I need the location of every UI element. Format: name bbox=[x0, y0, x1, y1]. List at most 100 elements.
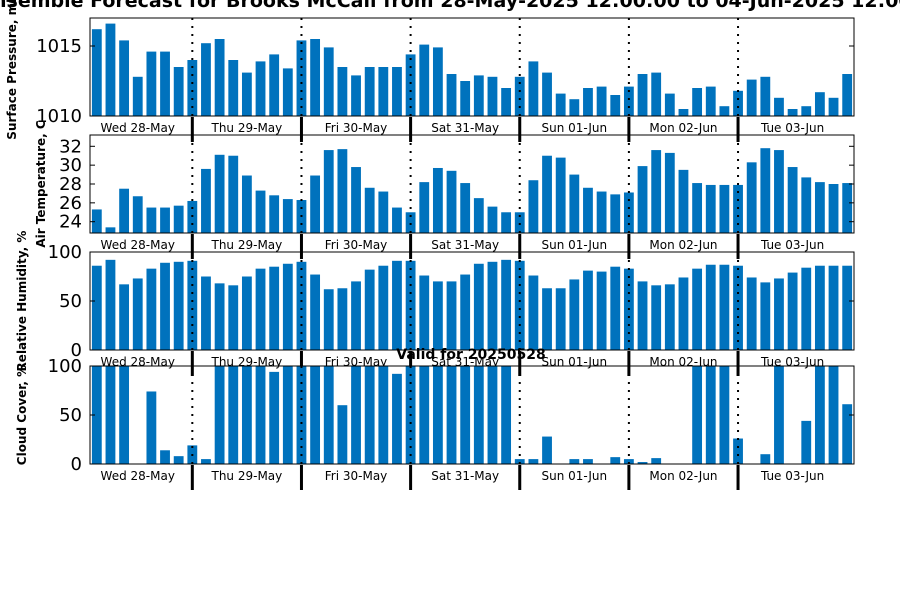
bar bbox=[119, 40, 130, 116]
bar bbox=[337, 405, 348, 464]
bar bbox=[228, 366, 239, 464]
bar bbox=[842, 74, 853, 116]
bar bbox=[214, 283, 225, 350]
bar bbox=[814, 265, 825, 350]
bar bbox=[569, 174, 580, 233]
bar bbox=[623, 459, 634, 464]
bar bbox=[146, 207, 157, 233]
bar bbox=[487, 366, 498, 464]
x-tick-label: Tue 03-Jun bbox=[760, 238, 824, 252]
bar bbox=[160, 262, 170, 350]
bar bbox=[405, 54, 416, 116]
bar bbox=[173, 261, 184, 350]
bar bbox=[351, 366, 361, 464]
bar bbox=[146, 391, 157, 464]
bar bbox=[296, 261, 307, 350]
bar bbox=[487, 206, 498, 233]
y-tick-label: 50 bbox=[59, 405, 82, 426]
bar bbox=[651, 150, 662, 233]
bar bbox=[487, 76, 498, 116]
bar bbox=[105, 366, 116, 464]
bar bbox=[173, 456, 184, 464]
bar bbox=[501, 366, 512, 464]
bar bbox=[241, 72, 252, 116]
bar bbox=[310, 366, 321, 464]
bar bbox=[446, 366, 457, 464]
bar bbox=[569, 279, 580, 350]
bar bbox=[774, 366, 784, 464]
bar bbox=[432, 281, 443, 350]
bar bbox=[160, 450, 170, 464]
bar bbox=[760, 282, 771, 350]
bar bbox=[132, 76, 143, 116]
bar bbox=[201, 459, 211, 464]
bar bbox=[746, 277, 757, 350]
x-tick-label: Mon 02-Jun bbox=[649, 469, 717, 483]
bar bbox=[760, 76, 771, 116]
bar bbox=[392, 67, 402, 116]
bar bbox=[501, 88, 512, 116]
bar bbox=[187, 60, 198, 116]
bar bbox=[255, 268, 266, 350]
bar bbox=[405, 212, 416, 233]
bar bbox=[241, 175, 252, 233]
bar bbox=[514, 212, 525, 233]
y-tick-label: 28 bbox=[59, 174, 82, 195]
x-tick-label: Sun 01-Jun bbox=[541, 121, 607, 135]
y-axis-label: Surface Pressure, mb bbox=[5, 0, 19, 140]
bar bbox=[596, 191, 607, 233]
bar bbox=[787, 167, 798, 233]
bar bbox=[787, 272, 798, 350]
bar bbox=[378, 191, 389, 233]
bar bbox=[719, 264, 730, 350]
bar bbox=[814, 366, 825, 464]
bar bbox=[637, 462, 648, 464]
bar bbox=[419, 366, 430, 464]
bar bbox=[774, 278, 784, 350]
bar bbox=[569, 99, 580, 116]
bar bbox=[542, 436, 552, 464]
bar bbox=[146, 268, 157, 350]
bar bbox=[201, 276, 211, 350]
bar bbox=[432, 366, 443, 464]
y-tick-label: 26 bbox=[59, 193, 82, 214]
bar bbox=[187, 260, 198, 350]
bar bbox=[255, 366, 266, 464]
bar bbox=[378, 67, 389, 116]
y-tick-label: 30 bbox=[59, 155, 82, 176]
bar bbox=[241, 276, 252, 350]
bar bbox=[460, 81, 471, 116]
bar bbox=[842, 265, 853, 350]
y-tick-label: 1015 bbox=[36, 36, 82, 57]
bar bbox=[392, 373, 402, 464]
bar bbox=[364, 366, 375, 464]
x-tick-label: Wed 28-May bbox=[101, 469, 175, 483]
bar bbox=[173, 205, 184, 233]
bar bbox=[637, 281, 648, 350]
x-tick-label: Sat 31-May bbox=[431, 121, 499, 135]
bar bbox=[419, 182, 430, 233]
bar bbox=[214, 154, 225, 233]
bar bbox=[419, 275, 430, 350]
bar bbox=[705, 184, 716, 233]
bar bbox=[364, 67, 375, 116]
bar bbox=[282, 199, 293, 233]
y-tick-label: 100 bbox=[48, 356, 82, 377]
bar bbox=[651, 72, 662, 116]
bar bbox=[323, 150, 334, 233]
bar bbox=[146, 51, 157, 116]
bar bbox=[105, 23, 116, 117]
bar bbox=[282, 68, 293, 116]
bar bbox=[132, 196, 143, 233]
bar bbox=[501, 259, 512, 350]
bar bbox=[828, 366, 839, 464]
bar bbox=[514, 459, 525, 464]
x-tick-label: Tue 03-Jun bbox=[760, 121, 824, 135]
bar bbox=[392, 260, 402, 350]
bar bbox=[814, 92, 825, 116]
bar bbox=[228, 285, 239, 350]
bar bbox=[269, 195, 280, 233]
bar bbox=[801, 267, 812, 350]
